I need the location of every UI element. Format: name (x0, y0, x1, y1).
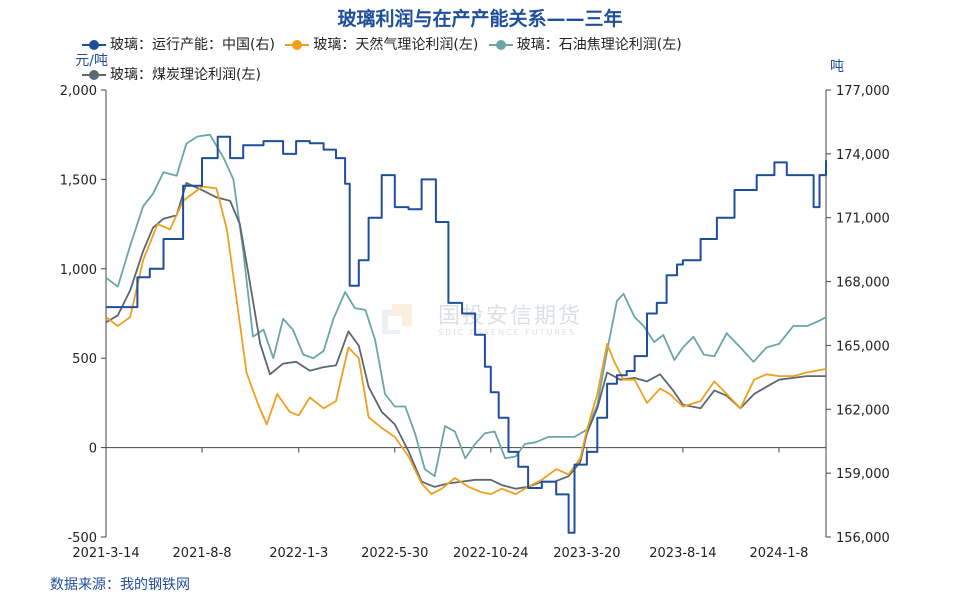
watermark-logo-icon (382, 304, 412, 334)
left-tick-label: 0 (89, 442, 97, 457)
x-tick-label: 2023-3-20 (553, 546, 620, 561)
series-group (105, 133, 827, 534)
right-tick-label: 171,000 (836, 212, 890, 227)
left-tick-label: 500 (72, 352, 97, 367)
legend-row-1: 玻璃：运行产能：中国(右) 玻璃：天然气理论利润(左) 玻璃：石油焦理论利润(左… (82, 34, 688, 54)
series-line-gas (105, 185, 827, 495)
right-tick-label: 159,000 (836, 467, 890, 482)
axes: -500 0 500 1,000 1,500 2,000 156,000 159,000 162… (60, 84, 890, 561)
x-tick-label: 2023-8-14 (649, 546, 716, 561)
right-tick-label: 177,000 (836, 84, 890, 99)
x-tick-label: 2022-5-30 (361, 546, 428, 561)
x-tick-label: 2022-1-3 (269, 546, 328, 561)
legend-swatch-coal (82, 70, 106, 80)
x-tick-label: 2021-8-8 (173, 546, 232, 561)
right-tick-label: 156,000 (836, 531, 890, 546)
legend-swatch-petcoke (488, 40, 513, 50)
left-tick-label: 1,000 (60, 263, 97, 278)
watermark-en: SDIC ESSENCE FUTURES (438, 328, 577, 337)
legend-label-gas: 玻璃：天然气理论利润(左) (313, 37, 479, 53)
right-tick-label: 162,000 (836, 403, 890, 418)
series-line-petcoke (105, 133, 827, 478)
legend-swatch-gas (285, 40, 310, 50)
series-line-capacity (106, 135, 827, 534)
left-tick-label: 2,000 (60, 84, 97, 99)
x-tick-label: 2024-1-8 (749, 546, 808, 561)
data-source-note: 数据来源：我的钢铁网 (50, 577, 190, 593)
right-tick-label: 165,000 (836, 339, 890, 354)
legend-swatch-capacity (82, 40, 106, 50)
left-tick-label: 1,500 (60, 173, 97, 188)
legend-item-gas[interactable]: 玻璃：天然气理论利润(左) (285, 34, 478, 54)
right-tick-label: 174,000 (836, 148, 890, 163)
legend-item-petcoke[interactable]: 玻璃：石油焦理论利润(左) (488, 34, 682, 54)
legend-label-petcoke: 玻璃：石油焦理论利润(左) (516, 37, 682, 53)
right-tick-label: 168,000 (836, 276, 890, 291)
legend-row-2: 玻璃：煤炭理论利润(左) (82, 64, 267, 84)
chart-title: 玻璃利润与在产产能关系——三年 (337, 8, 623, 30)
legend-label-coal: 玻璃：煤炭理论利润(左) (110, 67, 261, 83)
left-axis-unit: 元/吨 (75, 53, 108, 69)
legend-label-capacity: 玻璃：运行产能：中国(右) (110, 37, 275, 53)
left-tick-label: -500 (67, 531, 97, 546)
right-axis-unit: 吨 (830, 59, 844, 75)
legend-item-coal[interactable]: 玻璃：煤炭理论利润(左) (82, 64, 261, 84)
x-tick-label: 2021-3-14 (72, 546, 139, 561)
legend-item-capacity[interactable]: 玻璃：运行产能：中国(右) (82, 34, 275, 54)
series-line-coal (105, 182, 826, 490)
x-tick-label: 2022-10-24 (453, 546, 529, 561)
